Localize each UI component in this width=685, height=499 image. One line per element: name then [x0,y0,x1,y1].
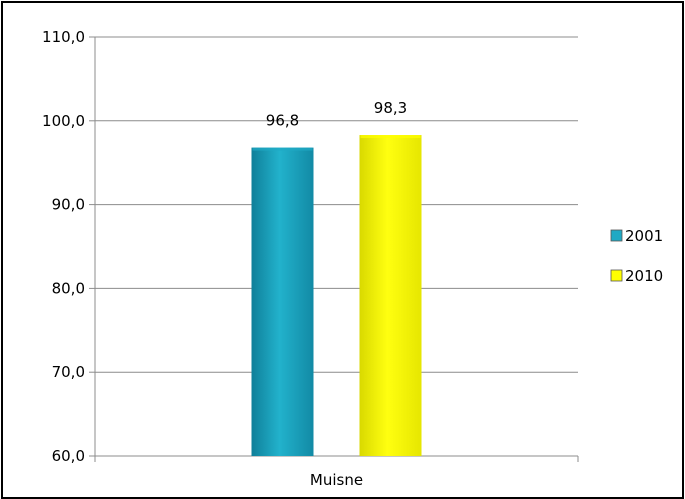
bar-2010 [359,135,422,456]
y-tick-label: 90,0 [52,196,85,214]
legend-label-2001: 2001 [625,227,663,245]
labels: 110,0 100,0 90,0 80,0 70,0 60,0 96,8 98,3 Muisne [42,28,407,489]
bars [251,135,422,456]
bar-top-highlight [360,135,421,139]
x-category-label: Muisne [310,471,363,489]
y-tick-label: 80,0 [52,279,85,297]
bar-chart: 110,0 100,0 90,0 80,0 70,0 60,0 96,8 98,3 Muisne… [42,28,663,489]
data-label-2010: 98,3 [374,99,407,117]
y-tick-label: 100,0 [42,112,85,130]
bar-top-highlight [252,147,313,151]
legend-swatch-2001 [610,229,623,242]
bar-2001 [251,147,314,456]
y-tick-label: 60,0 [52,447,85,465]
legend-label-2010: 2010 [625,267,663,285]
y-tick-label: 110,0 [42,28,85,46]
axes [89,36,579,462]
legend-swatch-2010 [610,269,623,282]
y-tick-label: 70,0 [52,363,85,381]
data-label-2001: 96,8 [266,112,299,130]
legend: 2001 2010 [610,227,663,285]
gridlines [95,36,578,373]
